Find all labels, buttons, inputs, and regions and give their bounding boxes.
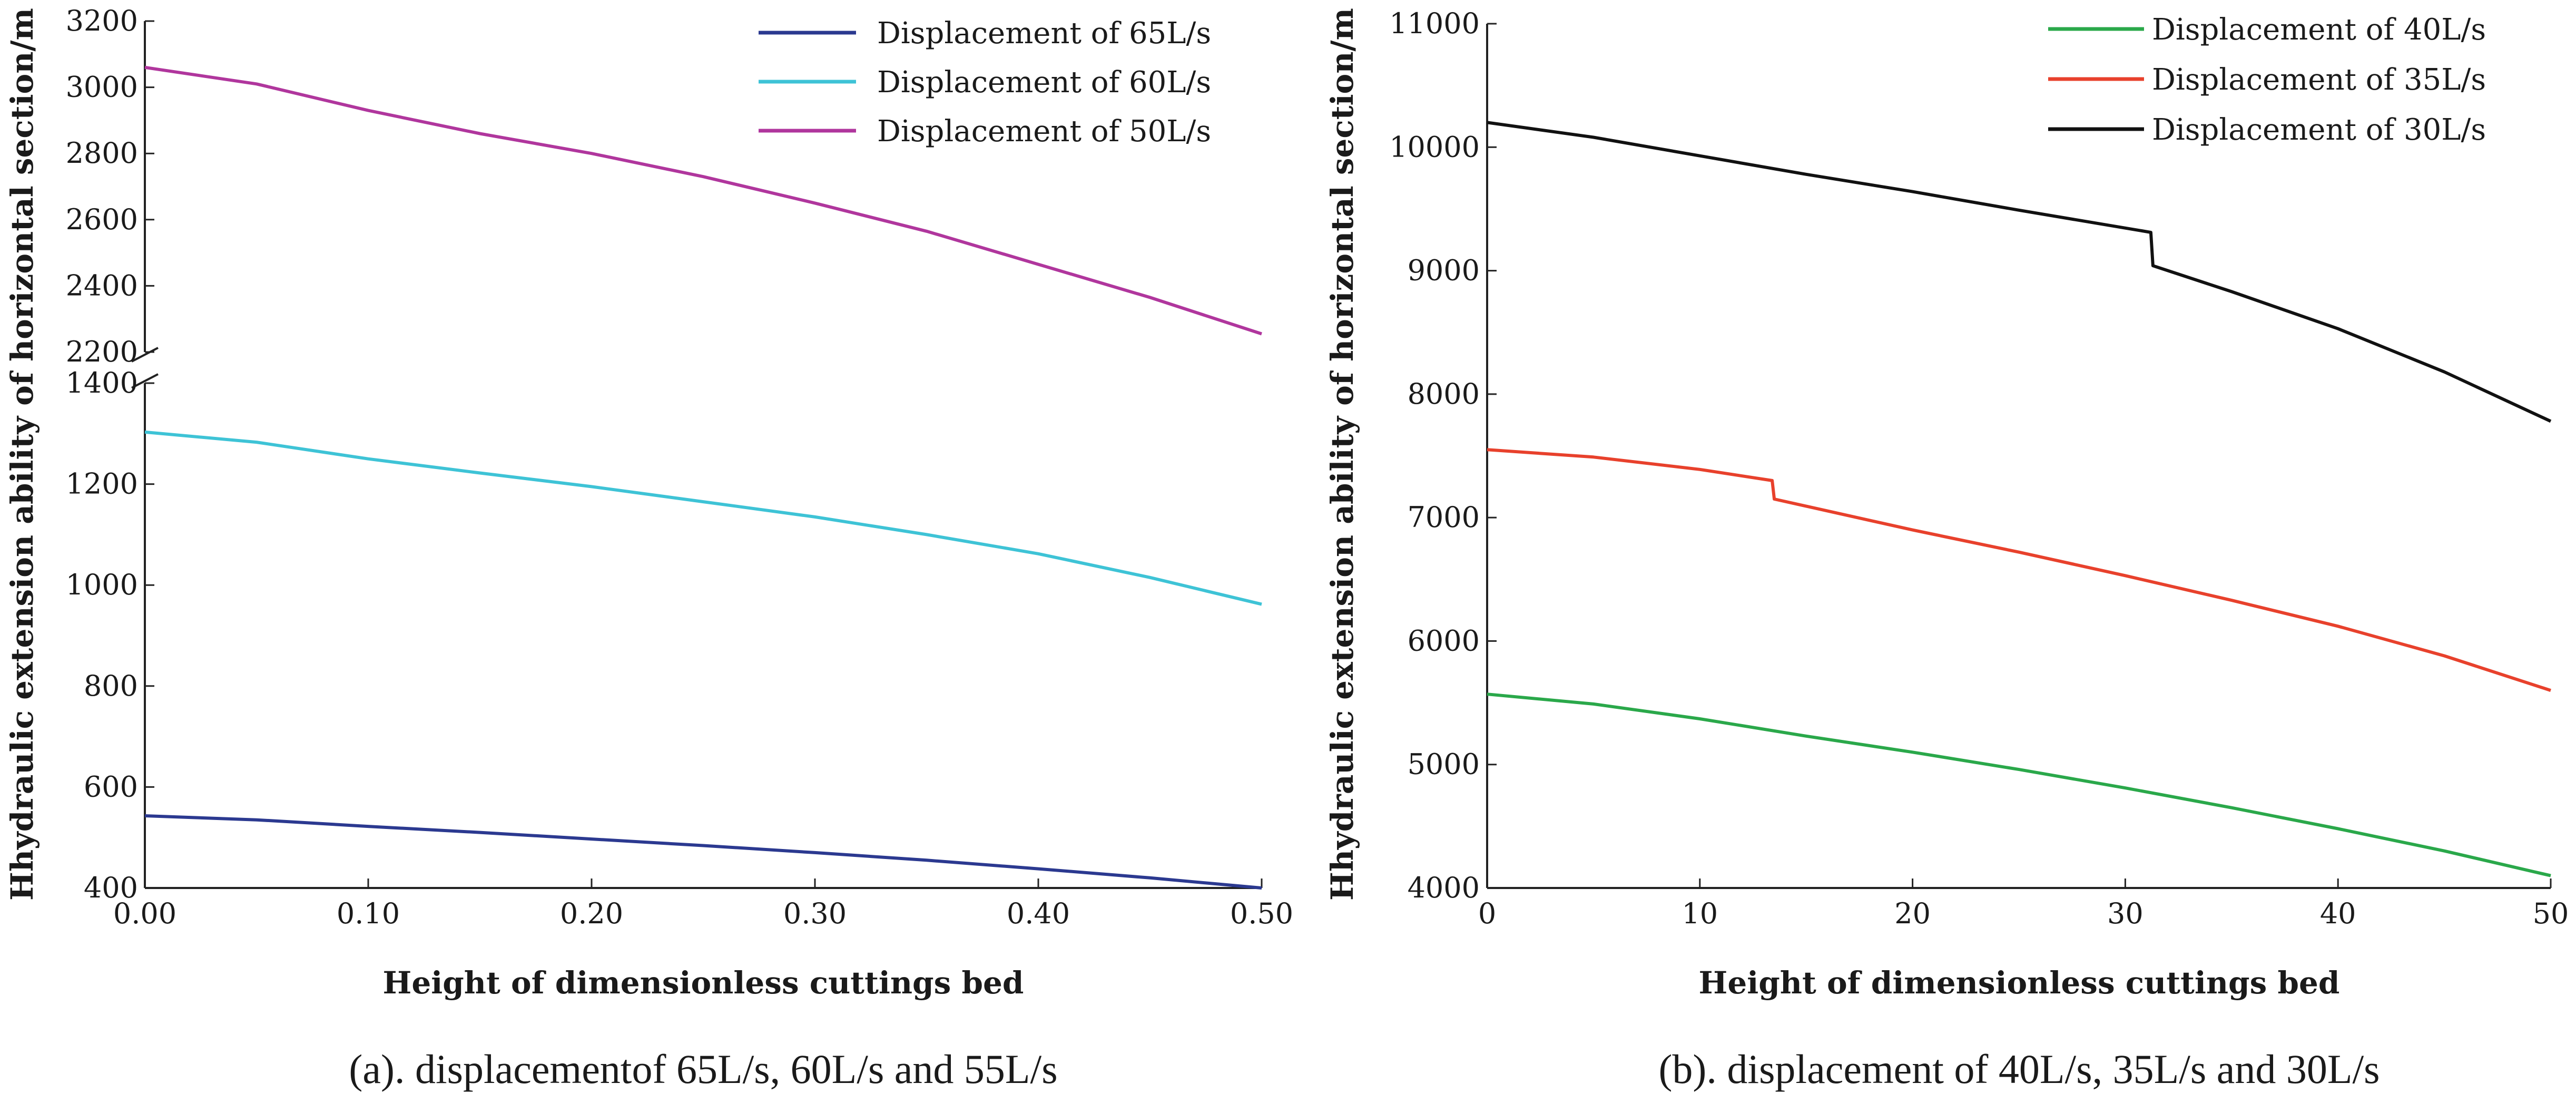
panel-b-legend-label-35: Displacement of 35L/s [2152,63,2486,97]
panel-a-caption: (a). displacementof 65L/s, 60L/s and 55L… [349,1046,1057,1092]
panel-a-ticks: 0.00 0.10 0.20 0.30 0.40 0.50 400 600 800 1000 120… [66,4,1294,930]
panel-a-y-tick-label: 1000 [66,568,138,601]
panel-a-y-tick-label: 2200 [66,335,138,368]
panel-b-y-axis-label: Hhydraulic extension ability of horizont… [1324,8,1360,901]
panel-b-x-axis-label: Height of dimensionless cuttings bed [1699,965,2340,1001]
panel-a-chart: 0.00 0.10 0.20 0.30 0.40 0.50 400 600 800 1000 120… [4,4,1293,1092]
panel-b-series-line-1 [1487,448,2551,692]
panel-a-legend: Displacement of 65L/s Displacement of 60… [759,16,1211,149]
panel-a-x-tick-label: 0.20 [560,897,623,930]
panel-a-y-tick-label: 1400 [66,366,138,399]
panel-a-y-tick-label: 2400 [66,269,138,302]
panel-b-series-line-0 [1487,692,2551,877]
panel-b-y-tick-label: 8000 [1408,377,1480,411]
panel-a-legend-label-65: Displacement of 65L/s [877,16,1211,51]
panel-a-x-tick-label: 0.00 [113,897,176,930]
panel-b-chart: 0 10 20 30 40 50 4000 5000 6000 7000 8000 9000 10000… [1324,7,2569,1092]
panel-a-y-tick-label: 600 [84,770,138,803]
panel-a-x-tick-label: 0.10 [337,897,400,930]
panel-b-legend-label-40: Displacement of 40L/s [2152,13,2486,47]
panel-a-legend-label-60: Displacement of 60L/s [877,65,1211,100]
panel-b-y-tick-label: 5000 [1408,748,1480,781]
panel-a-x-tick-label: 0.40 [1007,897,1070,930]
panel-b-x-tick-label: 10 [1682,897,1718,930]
panel-a-y-tick-label: 400 [84,871,138,904]
panel-a-y-tick-label: 1200 [66,467,138,501]
panel-a-legend-label-50: Displacement of 50L/s [877,114,1211,149]
panel-b-x-tick-label: 30 [2107,897,2144,930]
panel-b-y-tick-label: 7000 [1408,501,1480,534]
panel-a-axis-break [131,347,159,389]
panel-b-series-lines [1487,121,2552,877]
panel-b-x-tick-label: 50 [2533,897,2569,930]
panel-b-legend: Displacement of 40L/s Displacement of 35… [2048,13,2486,147]
panel-a-series-line-0 [144,814,1262,890]
panel-a-y-tick-label: 3000 [66,71,138,104]
panel-a-series-lines [144,65,1262,890]
panel-b-caption: (b). displacement of 40L/s, 35L/s and 30… [1658,1046,2380,1092]
panel-b-y-tick-label: 9000 [1408,254,1480,287]
panel-b-y-tick-label: 6000 [1408,624,1480,657]
panel-a-y-tick-label: 2800 [66,136,138,170]
panel-b-y-tick-label: 4000 [1408,871,1480,904]
panel-b-x-tick-label: 20 [1894,897,1931,930]
panel-b-x-tick-label: 40 [2320,897,2356,930]
panel-a-y-tick-label: 3200 [66,4,138,37]
panel-b-y-tick-label: 11000 [1389,7,1480,40]
panel-a-series-line-2 [144,65,1262,336]
panel-b-x-tick-label: 0 [1478,897,1496,930]
panel-b-legend-label-30: Displacement of 30L/s [2152,113,2486,147]
panel-a-x-tick-label: 0.30 [783,897,847,930]
panel-a-y-tick-label: 2600 [66,203,138,236]
panel-a-series-line-1 [144,430,1262,606]
panel-a-x-tick-label: 0.50 [1230,897,1293,930]
panel-b-ticks: 0 10 20 30 40 50 4000 5000 6000 7000 8000 9000 10000… [1389,7,2569,930]
panel-a-y-axis-label: Hhydraulic extension ability of horizont… [4,8,40,901]
panel-b-y-tick-label: 10000 [1389,130,1480,163]
panel-a-y-tick-label: 800 [84,669,138,702]
panel-b-series-line-2 [1487,121,2552,423]
panel-a-x-axis-label: Height of dimensionless cuttings bed [383,965,1024,1001]
